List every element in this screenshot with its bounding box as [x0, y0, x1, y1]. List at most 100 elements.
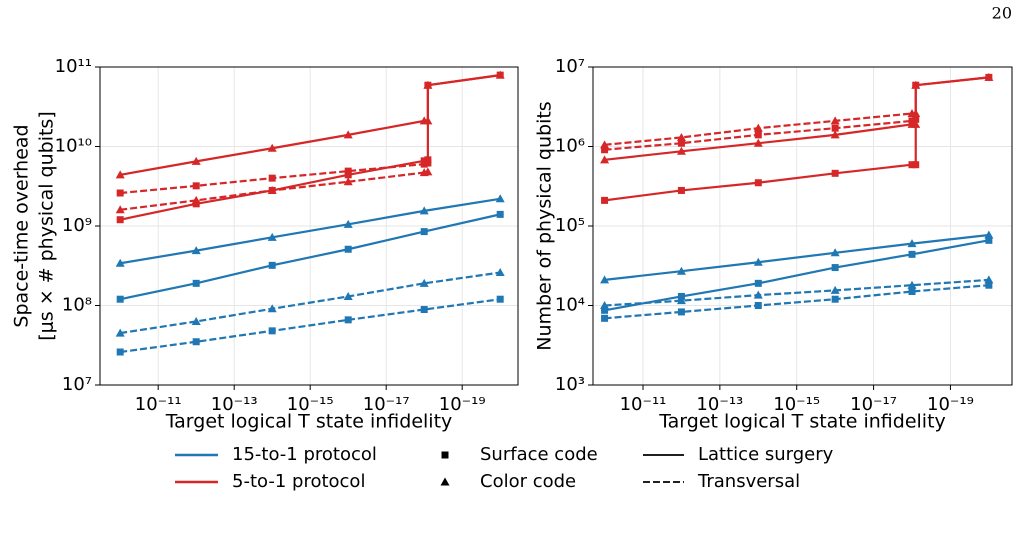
marker [423, 167, 433, 176]
marker [344, 245, 352, 253]
marker [985, 281, 993, 289]
marker [268, 174, 276, 182]
marker [600, 301, 610, 309]
x-axis-label: Target logical T state infidelity [165, 411, 453, 433]
marker [754, 179, 762, 187]
y-tick-label: 10¹¹ [55, 56, 92, 77]
marker [424, 81, 432, 89]
x-tick-label: 10⁻¹⁵ [773, 394, 820, 415]
marker [754, 302, 762, 309]
marker [677, 186, 685, 194]
marker [677, 139, 685, 147]
marker [753, 257, 763, 266]
marker [912, 161, 920, 169]
y-axis-label: Number of physical qubits [534, 101, 556, 350]
marker [191, 156, 201, 165]
plot-area [604, 76, 990, 320]
marker [908, 250, 916, 258]
y-tick-label: 10⁷ [555, 56, 585, 77]
marker [830, 285, 840, 294]
series-line [604, 233, 989, 281]
x-tick-label: 10⁻¹³ [211, 394, 258, 415]
series-line [120, 271, 501, 335]
x-tick-label: 10⁻¹⁷ [850, 394, 897, 415]
marker [344, 167, 352, 175]
x-tick-label: 10⁻¹⁹ [439, 394, 486, 415]
marker [985, 73, 993, 81]
marker [419, 278, 429, 287]
marker [677, 308, 685, 316]
marker [343, 130, 353, 139]
marker [754, 131, 762, 139]
marker [753, 138, 763, 147]
marker [268, 261, 276, 269]
marker [191, 316, 201, 325]
marker [420, 160, 428, 168]
legend-label: Lattice surgery [698, 444, 834, 465]
marker [268, 327, 276, 335]
marker [831, 264, 839, 272]
marker [343, 291, 353, 300]
marker [267, 143, 277, 152]
y-tick-label: 10¹⁰ [55, 136, 92, 157]
axes-frame [592, 66, 1013, 386]
legend-label: Transversal [697, 471, 800, 492]
marker [911, 119, 921, 128]
marker [423, 116, 433, 125]
marker [116, 348, 124, 356]
marker [753, 290, 763, 299]
marker [601, 196, 609, 204]
legend-label: Surface code [480, 444, 598, 465]
page-number: 20 [992, 4, 1012, 23]
y-axis-label: Space-time overhead [11, 124, 33, 327]
marker [116, 295, 124, 303]
marker [753, 123, 763, 132]
marker [907, 280, 917, 289]
marker [420, 228, 428, 236]
y-tick-label: 10⁵ [555, 215, 585, 236]
x-tick-label: 10⁻¹¹ [620, 394, 667, 415]
marker [115, 170, 125, 179]
legend-marker [441, 451, 449, 459]
marker [192, 182, 200, 190]
legend-marker [440, 477, 450, 486]
marker [495, 268, 505, 277]
marker [495, 194, 505, 203]
y-tick-label: 10⁹ [62, 215, 92, 236]
marker [419, 206, 429, 215]
marker [908, 161, 916, 169]
series-line [604, 239, 990, 312]
series-line [604, 76, 989, 202]
marker [344, 316, 352, 324]
marker [676, 146, 686, 155]
marker [420, 306, 428, 314]
x-tick-label: 10⁻¹⁹ [927, 394, 974, 415]
x-tick-label: 10⁻¹⁷ [363, 394, 410, 415]
series-line [119, 74, 501, 221]
x-axis-label: Target logical T state infidelity [658, 411, 946, 433]
y-tick-label: 10⁷ [62, 374, 92, 395]
marker [984, 275, 994, 284]
marker [908, 288, 916, 296]
marker [907, 239, 917, 248]
marker [831, 169, 839, 177]
marker [344, 171, 352, 179]
series-line [604, 112, 916, 146]
marker [496, 295, 504, 303]
marker [984, 230, 994, 239]
marker [115, 258, 125, 267]
marker [676, 266, 686, 275]
marker [115, 328, 125, 337]
marker [830, 248, 840, 257]
series-line [604, 118, 917, 151]
marker [676, 296, 686, 305]
marker [831, 295, 839, 303]
y-tick-label: 10³ [555, 374, 585, 395]
series-line [604, 278, 989, 307]
marker [911, 109, 921, 118]
series-line [120, 197, 501, 265]
series-line [120, 298, 501, 354]
marker [343, 219, 353, 228]
marker [912, 81, 920, 89]
marker [601, 146, 609, 154]
